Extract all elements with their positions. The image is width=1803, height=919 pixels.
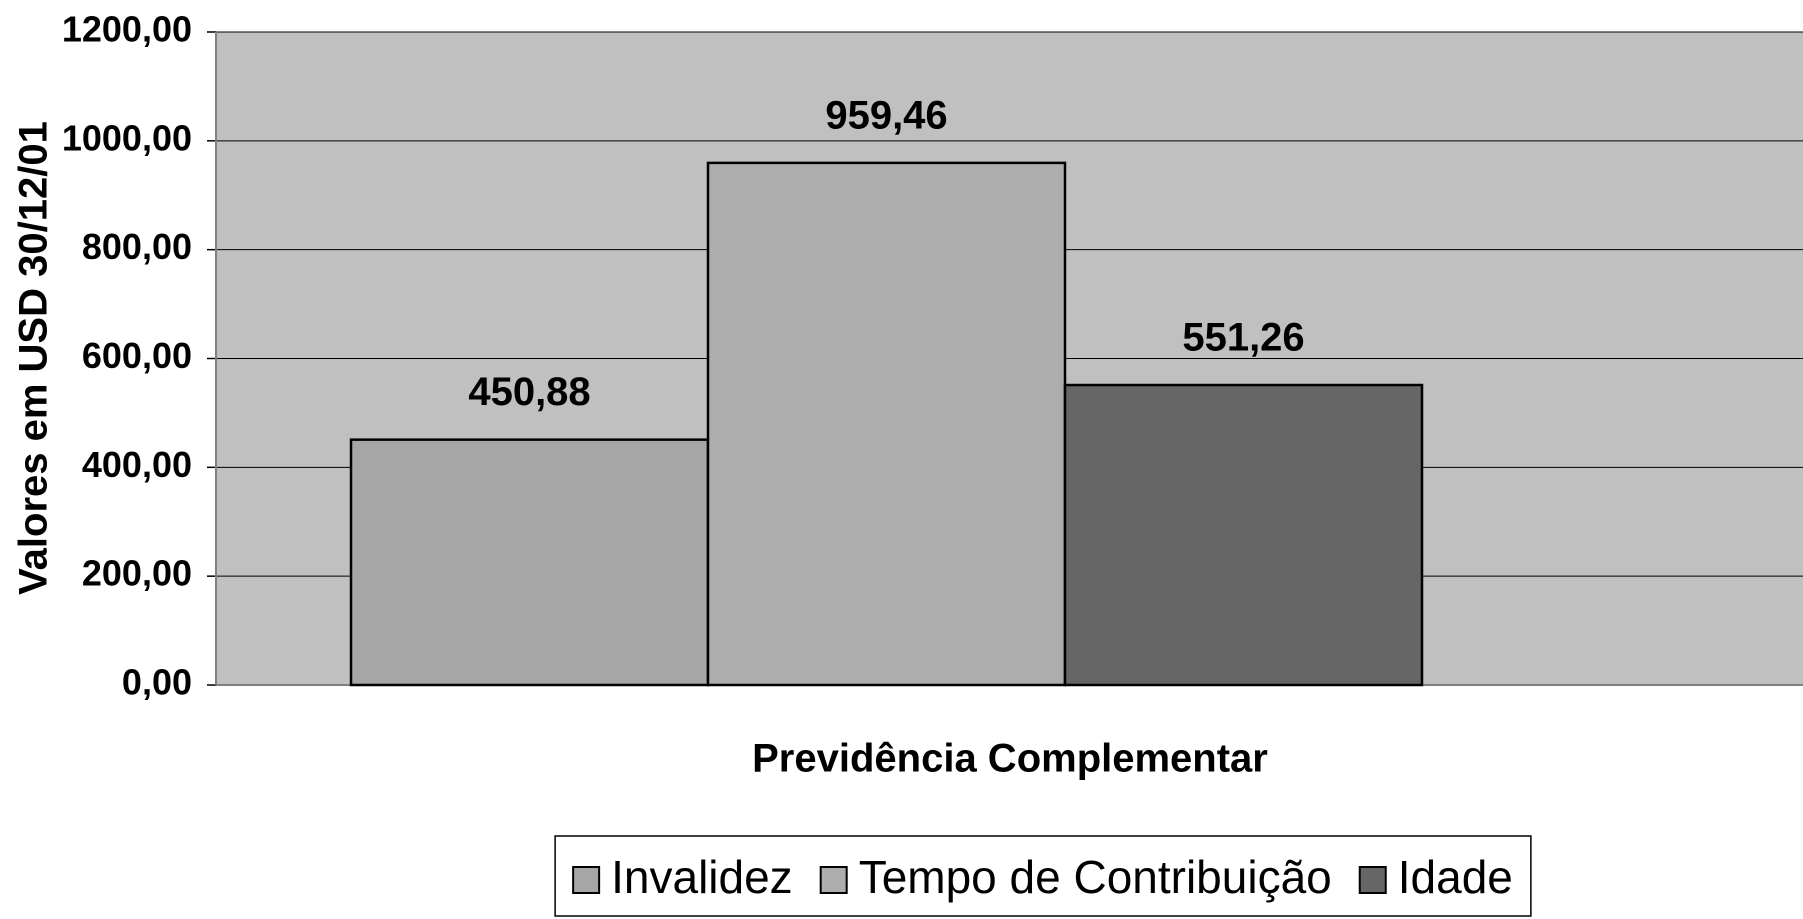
legend: Invalidez Tempo de Contribuição Idade bbox=[554, 835, 1532, 917]
legend-swatch bbox=[572, 866, 601, 894]
legend-swatch bbox=[1358, 866, 1387, 894]
legend-swatch bbox=[819, 866, 848, 894]
y-tick-label: 600,00 bbox=[82, 335, 192, 376]
y-tick-label: 1000,00 bbox=[62, 117, 192, 158]
y-tick-label: 1200,00 bbox=[62, 9, 192, 50]
y-tick-label: 0,00 bbox=[122, 662, 192, 703]
legend-label: Tempo de Contribuição bbox=[859, 851, 1332, 903]
data-label: 551,26 bbox=[1182, 316, 1304, 360]
y-tick-label: 200,00 bbox=[82, 553, 192, 594]
legend-label: Invalidez bbox=[611, 851, 793, 903]
y-tick-label: 800,00 bbox=[82, 226, 192, 267]
y-tick-label: 400,00 bbox=[82, 444, 192, 485]
bar bbox=[1063, 383, 1424, 687]
data-label: 450,88 bbox=[468, 370, 590, 414]
x-axis-title: Previdência Complementar bbox=[752, 737, 1268, 781]
bar bbox=[349, 438, 710, 687]
y-axis-title: Valores em USD 30/12/01 bbox=[12, 121, 56, 595]
legend-label: Idade bbox=[1398, 851, 1513, 903]
bar bbox=[706, 161, 1067, 687]
data-label: 959,46 bbox=[825, 93, 947, 137]
